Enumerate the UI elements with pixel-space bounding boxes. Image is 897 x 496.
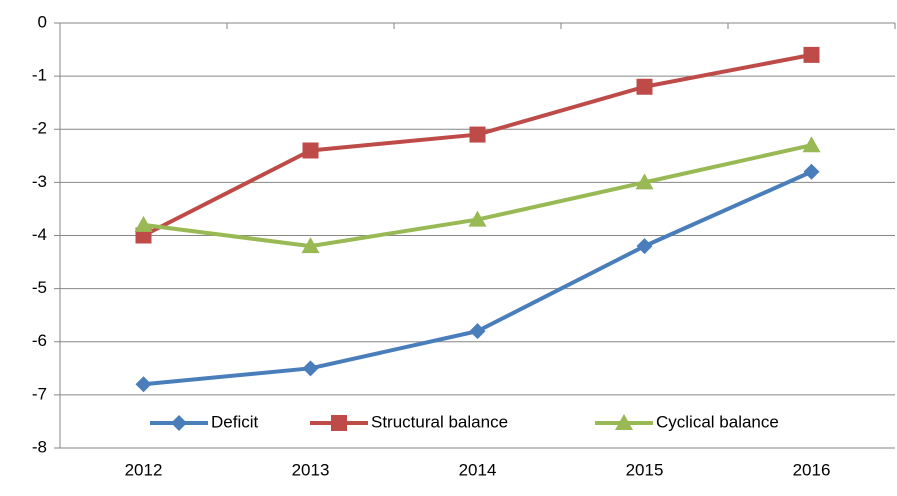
x-tick-label: 2012	[125, 460, 163, 479]
marker	[301, 237, 320, 254]
x-tick-label: 2013	[292, 460, 330, 479]
y-tick-label: -6	[32, 331, 47, 350]
marker	[636, 238, 653, 255]
y-tick-label: 0	[38, 12, 47, 31]
marker	[802, 136, 821, 153]
x-tick-label: 2016	[793, 460, 831, 479]
x-tick-label: 2015	[626, 460, 664, 479]
legend-label: Cyclical balance	[656, 412, 779, 431]
marker	[803, 46, 820, 63]
y-tick-label: -7	[32, 384, 47, 403]
marker	[302, 360, 319, 377]
marker	[469, 126, 486, 143]
series-line	[143, 169, 813, 387]
marker	[171, 415, 187, 431]
marker	[134, 215, 153, 232]
y-tick-label: -3	[32, 172, 47, 191]
marker	[636, 78, 653, 95]
series-line	[143, 143, 812, 249]
legend-label: Deficit	[211, 412, 259, 431]
marker	[468, 210, 487, 227]
y-tick-label: -8	[32, 437, 47, 456]
y-tick-label: -4	[32, 225, 47, 244]
y-tick-label: -1	[32, 66, 47, 85]
y-tick-label: -2	[32, 119, 47, 138]
marker	[302, 142, 319, 159]
x-tick-label: 2014	[459, 460, 497, 479]
legend-label: Structural balance	[371, 412, 508, 431]
series-line	[142, 52, 812, 238]
marker	[135, 376, 152, 393]
marker	[331, 415, 347, 431]
marker	[803, 163, 820, 180]
marker	[615, 414, 633, 430]
marker	[635, 173, 654, 190]
marker	[469, 323, 486, 340]
y-tick-label: -5	[32, 278, 47, 297]
